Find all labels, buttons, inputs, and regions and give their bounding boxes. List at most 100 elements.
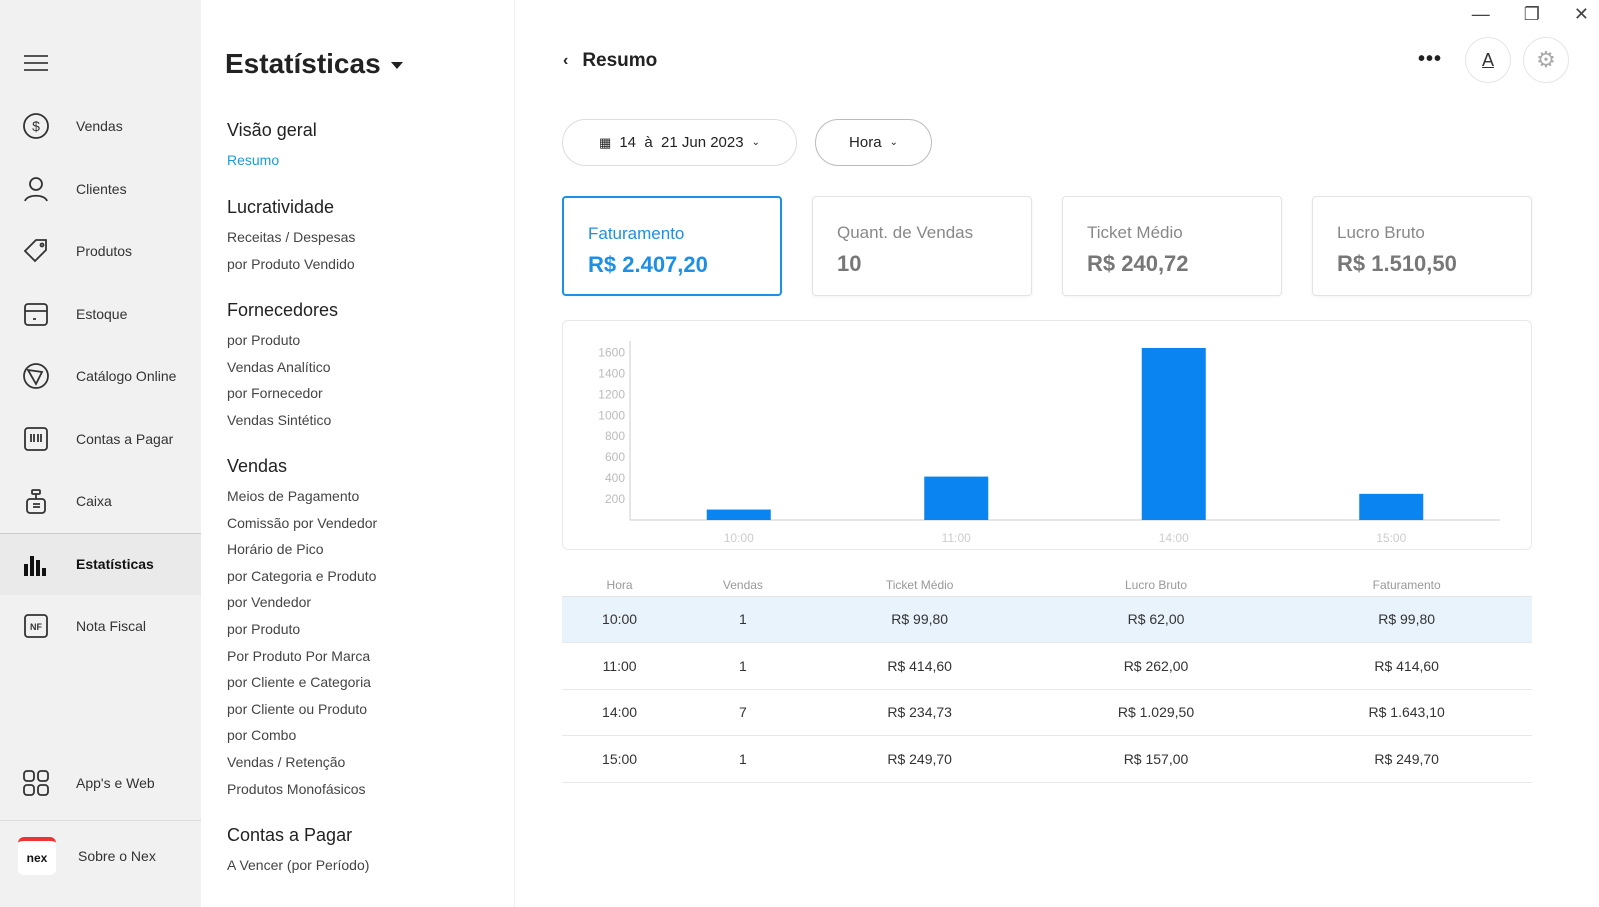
- sidebar-item-bar-chart[interactable]: Estatísticas: [0, 532, 201, 595]
- sidebar-item-tag[interactable]: Produtos: [0, 220, 201, 282]
- menu-item[interactable]: Vendas Sintético: [227, 411, 332, 428]
- menu-item[interactable]: Resumo: [227, 152, 280, 168]
- sidebar-item-label: Catálogo Online: [76, 368, 177, 384]
- sidebar-item-label: Caixa: [76, 493, 112, 509]
- menu-item[interactable]: por Cliente ou Produto: [227, 700, 368, 717]
- x-tick-label: 15:00: [1376, 531, 1406, 545]
- x-tick-label: 14:00: [1159, 531, 1189, 545]
- sidebar-item-barcode[interactable]: Contas a Pagar: [0, 408, 201, 470]
- restore-button[interactable]: ❐: [1523, 4, 1540, 24]
- menu-item[interactable]: por Fornecedor: [227, 385, 323, 402]
- caret-down-icon: [390, 62, 403, 70]
- y-tick-label: 400: [605, 471, 625, 485]
- menu-item[interactable]: por Produto: [227, 332, 301, 348]
- table-row[interactable]: 10:00 1 R$ 99,80 R$ 62,00 R$ 99,80: [562, 596, 1532, 643]
- kpi-value: R$ 2.407,20: [588, 252, 708, 277]
- menu-section-title: Visão geral: [227, 120, 317, 140]
- menu-item[interactable]: por Categoria e Produto: [227, 567, 377, 584]
- nex-logo: nex: [18, 836, 56, 875]
- column-header[interactable]: Hora: [562, 574, 678, 597]
- font-size-button[interactable]: A: [1465, 37, 1511, 83]
- kpi-card[interactable]: Ticket Médio R$ 240,72: [1062, 196, 1282, 296]
- menu-section: Fornecedores por Produto Vendas Analítico p…: [227, 300, 338, 433]
- menu-section-title: Fornecedores: [227, 300, 339, 320]
- barcode-icon: [18, 421, 54, 457]
- sidebar-item-dollar[interactable]: $ Vendas: [0, 95, 201, 157]
- revenue-chart: 200 400 600 800 1000 1200 1400 1600 10:00 11:00 14…: [562, 320, 1532, 550]
- menu-item[interactable]: Vendas Analítico: [227, 358, 331, 375]
- menu-item[interactable]: Por Produto Por Marca: [227, 647, 371, 664]
- minimize-button[interactable]: —: [1471, 4, 1490, 24]
- group-by-value: Hora: [849, 134, 882, 151]
- menu-item[interactable]: Horário de Pico: [227, 541, 324, 558]
- column-header[interactable]: Faturamento: [1281, 574, 1532, 597]
- table-cell: R$ 157,00: [1030, 735, 1282, 783]
- menu-item[interactable]: Receitas / Despesas: [227, 229, 356, 245]
- table-cell: 10:00: [562, 596, 678, 643]
- y-tick-label: 1400: [598, 366, 625, 380]
- nf-icon: NF: [18, 608, 54, 644]
- kpi-card[interactable]: Lucro Bruto R$ 1.510,50: [1312, 196, 1532, 296]
- y-tick-label: 800: [605, 429, 625, 443]
- kpi-card[interactable]: Faturamento R$ 2.407,20: [562, 196, 782, 296]
- tag-icon: [18, 233, 54, 269]
- more-options-button[interactable]: •••: [1418, 48, 1443, 70]
- sidebar-item-catalog[interactable]: Catálogo Online: [0, 345, 201, 407]
- sidebar: $ Vendas Clientes Produtos Estoque Catál…: [0, 0, 201, 907]
- x-tick-label: 11:00: [942, 531, 971, 545]
- hamburger-menu-icon[interactable]: [24, 55, 48, 71]
- menu-item[interactable]: por Produto: [227, 620, 301, 637]
- menu-item[interactable]: A Vencer (por Período): [227, 857, 370, 873]
- svg-text:NF: NF: [30, 622, 42, 632]
- sidebar-item-box[interactable]: Estoque: [0, 283, 201, 345]
- sidebar-item-apps[interactable]: App's e Web: [0, 752, 201, 814]
- date-range-picker[interactable]: ▦ 14 à 21 Jun 2023 ⌄: [562, 119, 797, 166]
- sidebar-item-about[interactable]: nex Sobre o Nex: [0, 820, 201, 890]
- menu-item[interactable]: por Cliente e Categoria: [227, 674, 371, 691]
- back-button[interactable]: ‹ Resumo: [563, 50, 657, 72]
- table-cell: 14:00: [562, 689, 678, 736]
- bar-15:00: [1359, 493, 1424, 520]
- menu-section: Visão geral Resumo: [227, 120, 317, 174]
- menu-item[interactable]: Produtos Monofásicos: [227, 780, 366, 797]
- menu-item[interactable]: Meios de Pagamento: [227, 488, 360, 504]
- menu-title[interactable]: Estatísticas: [225, 48, 403, 80]
- user-icon: [18, 171, 54, 207]
- menu-item[interactable]: por Vendedor: [227, 594, 312, 611]
- table-row[interactable]: 14:00 7 R$ 234,73 R$ 1.029,50 R$ 1.643,10: [562, 689, 1532, 736]
- table-cell: R$ 249,70: [808, 735, 1031, 783]
- kpi-label: Faturamento: [588, 224, 685, 243]
- dollar-icon: $: [18, 108, 54, 144]
- close-button[interactable]: ✕: [1573, 4, 1589, 24]
- table-row[interactable]: 11:00 1 R$ 414,60 R$ 262,00 R$ 414,60: [562, 642, 1532, 690]
- column-header[interactable]: Vendas: [677, 574, 809, 597]
- kpi-value: R$ 240,72: [1087, 251, 1189, 276]
- table-cell: 7: [677, 689, 809, 736]
- menu-section-title: Contas a Pagar: [227, 825, 353, 845]
- stats-menu: Estatísticas Visão geral Resumo Lucrativid…: [201, 0, 515, 907]
- column-header[interactable]: Lucro Bruto: [1030, 574, 1282, 597]
- menu-item[interactable]: Vendas / Retenção: [227, 753, 346, 770]
- sidebar-item-nf[interactable]: NF Nota Fiscal: [0, 595, 201, 657]
- chevron-left-icon: ‹: [563, 52, 569, 69]
- sidebar-item-label: Produtos: [76, 243, 133, 259]
- group-by-select[interactable]: Hora ⌄: [815, 119, 932, 166]
- chevron-down-icon: ⌄: [751, 137, 760, 148]
- menu-item[interactable]: Comissão por Vendedor: [227, 514, 378, 531]
- y-tick-label: 1200: [598, 387, 625, 401]
- bar-14:00: [1141, 347, 1206, 520]
- sidebar-item-register[interactable]: Caixa: [0, 470, 201, 532]
- column-header[interactable]: Ticket Médio: [808, 574, 1031, 597]
- table-row[interactable]: 15:00 1 R$ 249,70 R$ 157,00 R$ 249,70: [562, 735, 1532, 783]
- menu-item[interactable]: por Produto Vendido: [227, 255, 355, 272]
- main-panel: — ❐ ✕ ‹ Resumo ••• A ⚙ ▦ 14 à 21 Jun 2023…: [515, 0, 1599, 907]
- sidebar-item-label: Estoque: [76, 305, 128, 322]
- sidebar-item-user[interactable]: Clientes: [0, 158, 201, 220]
- kpi-card[interactable]: Quant. de Vendas 10: [812, 196, 1032, 296]
- kpi-label: Lucro Bruto: [1337, 223, 1425, 242]
- menu-item[interactable]: por Combo: [227, 727, 297, 744]
- table-cell: 1: [677, 735, 809, 783]
- sidebar-item-label: Vendas: [76, 118, 123, 134]
- bar-chart-icon: [18, 546, 54, 582]
- settings-gear-icon[interactable]: ⚙: [1523, 37, 1569, 83]
